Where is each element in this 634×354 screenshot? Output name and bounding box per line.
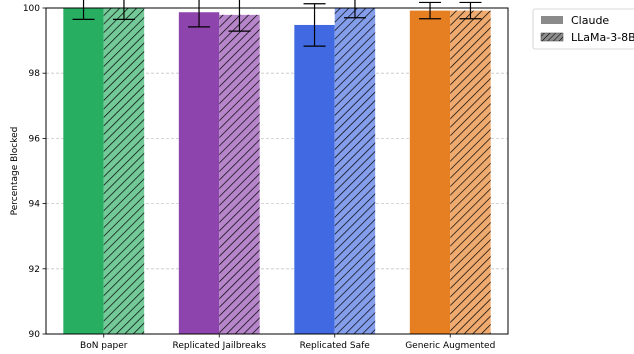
y-tick-label: 92 (29, 265, 40, 275)
x-tick-label: Replicated Safe (300, 341, 371, 351)
legend: Claude LLaMa-3-8B (532, 8, 634, 50)
bar-hatch (219, 14, 260, 334)
legend-swatch-hatch (541, 33, 563, 41)
y-tick-label: 98 (29, 69, 41, 79)
bar-hatch (450, 10, 491, 334)
y-tick-label: 96 (29, 134, 41, 144)
bar-claude (294, 24, 335, 335)
bar-claude (178, 12, 220, 334)
legend-label: LLaMa-3-8B (571, 31, 634, 44)
y-axis-label: Percentage Blocked (10, 127, 20, 216)
legend-swatch (541, 16, 563, 24)
x-tick-label: BoN paper (80, 341, 128, 351)
y-tick-label: 90 (29, 330, 41, 340)
bar-hatch (103, 8, 145, 334)
legend-label: Claude (571, 14, 609, 27)
y-tick-label: 94 (29, 200, 41, 210)
x-tick-label: Generic Augmented (405, 341, 495, 351)
bars (63, 8, 491, 335)
error-bars (72, 0, 482, 47)
x-tick-label: Replicated Jailbreaks (172, 341, 266, 351)
bar-hatch (334, 8, 376, 334)
bar-claude (409, 10, 451, 334)
y-tick-label: 100 (23, 4, 40, 14)
plot-frame (45, 7, 509, 335)
bar-claude (63, 8, 104, 334)
axis-ticks: 90 92 94 96 98 100 BoN paper Replicated Jailbre… (23, 4, 496, 351)
